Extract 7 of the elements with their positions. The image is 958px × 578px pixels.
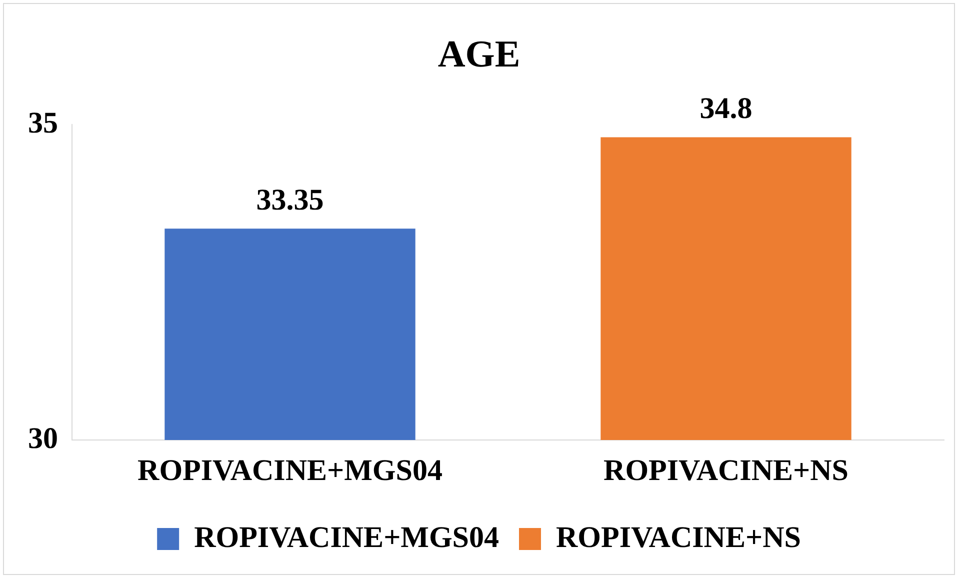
data-label: 33.35 — [256, 183, 324, 216]
y-tick-label: 35 — [28, 106, 58, 140]
legend-label: ROPIVACINE+MGS04 — [194, 520, 500, 554]
data-label: 34.8 — [700, 92, 752, 125]
legend-label: ROPIVACINE+NS — [556, 520, 801, 554]
y-tick-label: 30 — [28, 422, 58, 455]
chart-title: AGE — [438, 34, 520, 76]
